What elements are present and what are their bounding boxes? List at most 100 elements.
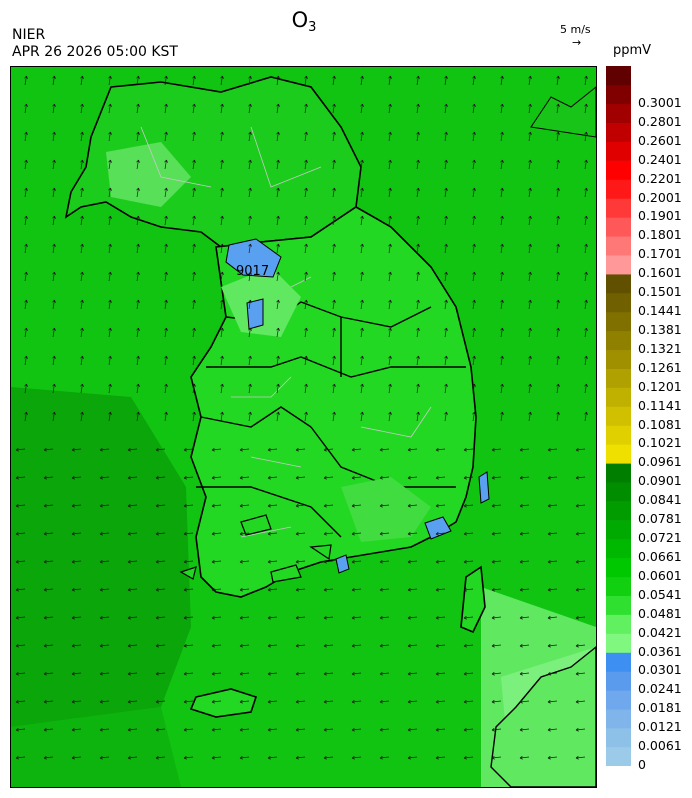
wind-vector-arrow	[556, 383, 560, 394]
wind-vector-arrow	[52, 131, 56, 142]
wind-vector-arrow	[80, 383, 84, 394]
wind-vector-arrow	[276, 327, 280, 338]
wind-vector-arrow	[556, 327, 560, 338]
colorbar-swatch	[606, 103, 631, 124]
wind-vector-arrow	[108, 383, 112, 394]
wind-vector-arrow	[379, 447, 390, 452]
wind-vector-arrow	[519, 755, 530, 760]
wind-vector-arrow	[407, 671, 418, 676]
wind-vector-arrow	[575, 475, 586, 480]
wind-vector-arrow	[463, 531, 474, 536]
wind-vector-arrow	[239, 615, 250, 620]
wind-vector-arrow	[547, 559, 558, 564]
wind-vector-arrow	[276, 103, 280, 114]
wind-vector-arrow	[304, 355, 308, 366]
wind-vector-arrow	[556, 187, 560, 198]
wind-vector-arrow	[407, 559, 418, 564]
colorbar-swatch	[606, 141, 631, 161]
wind-vector-arrow	[295, 587, 306, 592]
wind-vector-arrow	[211, 643, 222, 648]
wind-vector-arrow	[52, 215, 56, 226]
wind-vector-arrow	[127, 643, 138, 648]
wind-vector-arrow	[556, 159, 560, 170]
wind-vector-arrow	[584, 103, 588, 114]
wind-vector-arrow	[15, 755, 26, 760]
colorbar-tick-label: 0.0421	[638, 624, 682, 640]
colorbar-swatch	[606, 538, 631, 559]
wind-vector-arrow	[155, 559, 166, 564]
wind-vector-arrow	[500, 271, 504, 282]
wind-scale-arrow-icon: →	[572, 36, 582, 49]
wind-vector-arrow	[267, 699, 278, 704]
wind-vector-arrow	[80, 159, 84, 170]
wind-vector-arrow	[416, 327, 420, 338]
wind-vector-arrow	[99, 503, 110, 508]
wind-vector-arrow	[192, 355, 196, 366]
wind-vector-arrow	[584, 411, 588, 422]
wind-vector-arrow	[136, 383, 140, 394]
wind-vector-arrow	[164, 215, 168, 226]
wind-vector-arrow	[304, 131, 308, 142]
wind-vector-arrow	[164, 355, 168, 366]
wind-vector-arrow	[295, 531, 306, 536]
wind-vector-arrow	[127, 503, 138, 508]
wind-vector-arrow	[127, 447, 138, 452]
wind-vector-arrow	[155, 755, 166, 760]
wind-vector-arrow	[15, 671, 26, 676]
wind-vector-arrow	[71, 699, 82, 704]
wind-vector-arrow	[416, 383, 420, 394]
wind-vector-arrow	[332, 243, 336, 254]
wind-vector-arrow	[388, 299, 392, 310]
wind-vector-arrow	[248, 187, 252, 198]
wind-vector-arrow	[248, 271, 252, 282]
colorbar-tick-label: 0.0241	[638, 681, 682, 697]
wind-vector-arrow	[99, 615, 110, 620]
wind-scale-label: 5 m/s	[560, 23, 591, 36]
wind-vector-arrow	[519, 615, 530, 620]
wind-vector-arrow	[164, 131, 168, 142]
wind-vector-arrow	[80, 271, 84, 282]
wind-vector-arrow	[15, 699, 26, 704]
wind-vector-arrow	[556, 75, 560, 86]
wind-vector-arrow	[379, 559, 390, 564]
wind-vector-arrow	[136, 271, 140, 282]
colorbar-swatch	[606, 330, 631, 351]
wind-vector-arrow	[575, 615, 586, 620]
wind-vector-arrow	[108, 75, 112, 86]
wind-vector-arrow	[220, 131, 224, 142]
wind-vector-arrow	[435, 699, 446, 704]
wind-vector-arrow	[24, 271, 28, 282]
wind-vector-arrow	[351, 615, 362, 620]
wind-vector-arrow	[108, 327, 112, 338]
wind-vector-arrow	[444, 159, 448, 170]
wind-vector-arrow	[192, 215, 196, 226]
wind-vector-arrow	[192, 411, 196, 422]
colorbar-tick-label: 0.3001	[638, 94, 682, 110]
wind-vector-arrow	[360, 75, 364, 86]
wind-vector-arrow	[547, 615, 558, 620]
wind-vector-arrow	[164, 243, 168, 254]
wind-vector-arrow	[444, 215, 448, 226]
wind-vector-arrow	[304, 243, 308, 254]
wind-vector-arrow	[416, 355, 420, 366]
wind-vector-arrow	[388, 75, 392, 86]
wind-vector-arrow	[248, 75, 252, 86]
wind-vector-arrow	[519, 643, 530, 648]
wind-vector-arrow	[24, 75, 28, 86]
wind-vector-arrow	[127, 727, 138, 732]
wind-vector-arrow	[463, 587, 474, 592]
wind-vector-arrow	[248, 411, 252, 422]
wind-vector-arrow	[43, 559, 54, 564]
wind-vector-arrow	[155, 475, 166, 480]
wind-vector-arrow	[211, 531, 222, 536]
wind-vector-arrow	[379, 475, 390, 480]
wind-vector-arrow	[332, 159, 336, 170]
wind-vector-arrow	[407, 755, 418, 760]
concentration-map[interactable]: 9017	[10, 66, 597, 788]
wind-vector-arrow	[528, 411, 532, 422]
japan-coast	[490, 646, 596, 787]
wind-vector-arrow	[267, 755, 278, 760]
wind-vector-arrow	[52, 383, 56, 394]
wind-vector-arrow	[155, 447, 166, 452]
province-borders	[196, 301, 466, 538]
